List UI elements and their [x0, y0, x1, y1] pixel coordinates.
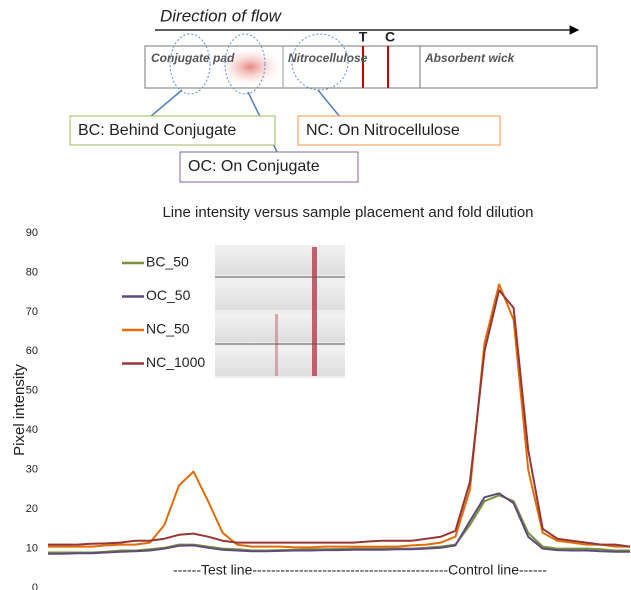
legend-label: BC_50: [146, 254, 189, 270]
bc-text: BC: Behind Conjugate: [78, 122, 236, 139]
legend-label: NC_50: [146, 321, 190, 337]
legend-label: NC_1000: [146, 354, 205, 370]
y-tick-label: 30: [26, 464, 38, 476]
oc-text: OC: On Conjugate: [188, 158, 320, 175]
photo-test: [275, 314, 278, 376]
series-line: [48, 494, 630, 554]
connector: [149, 89, 183, 118]
y-axis-label: Pixel intensity: [11, 364, 28, 456]
strip-photo: [215, 280, 345, 310]
wick-label: Absorbent wick: [424, 51, 516, 65]
chart: Line intensity versus sample placement a…: [11, 204, 631, 590]
bc-box: [69, 115, 276, 146]
y-tick-label: 0: [32, 582, 38, 590]
y-tick-label: 40: [26, 424, 38, 436]
nc-spot: [291, 33, 349, 91]
y-tick-label: 50: [26, 385, 38, 397]
y-tick-label: 60: [26, 345, 38, 357]
photo-control: [312, 247, 317, 376]
connector: [317, 89, 341, 118]
bc-spot: [169, 33, 211, 95]
y-tick-label: 10: [26, 542, 38, 554]
diagram: Direction of flow T C Conjugate pad Nitr…: [69, 6, 598, 183]
y-tick-label: 80: [26, 266, 38, 278]
c-label: C: [385, 29, 395, 45]
t-label: T: [359, 29, 368, 45]
y-tick-label: 90: [26, 227, 38, 239]
nc-label: Nitrocellulose: [288, 51, 368, 65]
oc-spot: [224, 33, 266, 95]
series-line: [48, 289, 631, 548]
series-line: [48, 492, 630, 555]
conjugate-color: [215, 46, 285, 88]
flow-label: Direction of flow: [160, 6, 283, 25]
strip-photo: [215, 247, 345, 275]
strip-photo: [215, 346, 345, 376]
nc-text: NC: On Nitrocellulose: [306, 122, 460, 139]
nc-box: [297, 115, 501, 146]
oc-box: [179, 151, 359, 183]
wick: [419, 45, 598, 89]
strip-photo: [215, 314, 345, 342]
pad-label: Conjugate pad: [151, 51, 235, 65]
series-line: [48, 283, 630, 549]
y-tick-label: 70: [26, 306, 38, 318]
annotation: ------Test line-------------------------…: [173, 562, 547, 578]
inset-photo: [215, 245, 345, 378]
legend-label: OC_50: [146, 287, 191, 303]
y-tick-label: 20: [26, 503, 38, 515]
chart-title: Line intensity versus sample placement a…: [162, 204, 533, 221]
